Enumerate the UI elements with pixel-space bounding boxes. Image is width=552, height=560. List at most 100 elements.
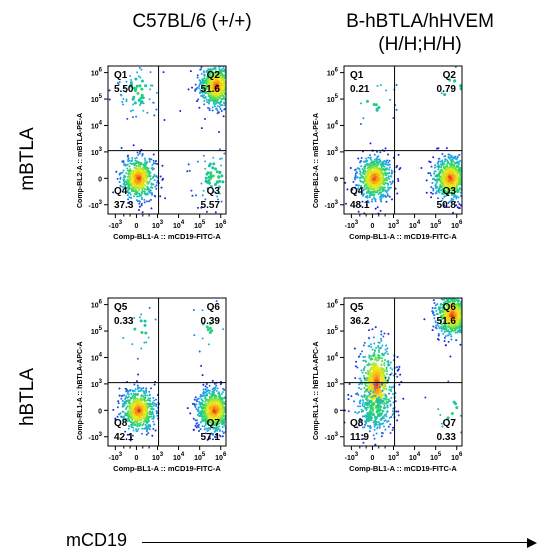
- event-dot: [453, 79, 457, 83]
- event-dot: [367, 394, 370, 397]
- event-dot: [368, 164, 371, 167]
- y-tick-label: 105: [91, 326, 103, 336]
- event-dot: [155, 403, 158, 406]
- event-dot: [214, 423, 217, 426]
- event-dot: [222, 115, 225, 118]
- event-dot: [453, 188, 456, 191]
- event-dot: [229, 75, 231, 77]
- event-dot: [150, 207, 153, 210]
- event-dot: [375, 391, 379, 395]
- event-dot: [209, 419, 212, 422]
- event-dot: [364, 379, 367, 382]
- event-dot: [435, 192, 438, 195]
- event-dot: [472, 163, 474, 165]
- event-dot: [208, 109, 211, 112]
- event-dot: [369, 357, 372, 360]
- event-dot: [357, 355, 360, 358]
- event-dot: [151, 417, 154, 420]
- event-dot: [232, 412, 234, 414]
- event-dot: [226, 323, 228, 325]
- event-dot: [135, 167, 138, 170]
- event-dot: [129, 110, 132, 113]
- event-dot: [141, 211, 144, 214]
- event-dot: [200, 182, 203, 185]
- event-dot: [217, 421, 220, 424]
- event-dot: [353, 186, 356, 189]
- event-dot: [359, 161, 361, 164]
- event-dot: [204, 160, 207, 163]
- event-dot: [463, 313, 465, 315]
- event-dot: [466, 166, 468, 168]
- event-dot: [198, 412, 201, 415]
- event-dot: [448, 163, 451, 166]
- event-dot: [131, 170, 135, 174]
- event-dot: [452, 167, 455, 170]
- event-dot: [154, 162, 157, 165]
- event-dot: [227, 412, 229, 414]
- flow-event-layer: [344, 288, 465, 446]
- event-dot: [195, 408, 198, 410]
- event-dot: [146, 415, 149, 418]
- event-dot: [131, 59, 133, 61]
- event-dot: [115, 170, 118, 173]
- event-dot: [205, 325, 209, 329]
- event-dot: [231, 426, 233, 428]
- event-dot: [431, 310, 434, 313]
- event-dot: [230, 104, 232, 106]
- event-dot: [237, 81, 239, 83]
- event-dot: [390, 415, 393, 418]
- event-dot: [382, 189, 385, 192]
- event-dot: [119, 185, 122, 188]
- event-dot: [211, 106, 214, 109]
- event-dot: [220, 68, 223, 71]
- event-dot: [362, 359, 365, 362]
- event-dot: [429, 161, 432, 164]
- event-dot: [131, 116, 134, 119]
- event-dot: [123, 394, 126, 397]
- event-dot: [218, 192, 221, 195]
- event-dot: [119, 177, 122, 180]
- event-dot: [129, 168, 132, 171]
- event-dot: [231, 78, 233, 80]
- quadrant-name: Q2: [443, 70, 457, 81]
- event-dot: [362, 189, 365, 192]
- event-dot: [387, 163, 390, 166]
- event-dot: [206, 427, 209, 430]
- event-dot: [381, 164, 384, 167]
- event-dot: [146, 399, 149, 402]
- event-dot: [124, 400, 127, 403]
- event-dot: [364, 164, 367, 167]
- event-dot: [230, 407, 232, 409]
- event-dot: [386, 159, 389, 162]
- event-dot: [373, 158, 376, 161]
- event-dot: [239, 86, 241, 88]
- event-dot: [198, 400, 201, 403]
- event-dot: [398, 365, 401, 368]
- event-dot: [437, 197, 440, 200]
- event-dot: [137, 163, 140, 166]
- event-dot: [441, 171, 444, 174]
- event-dot: [358, 383, 361, 386]
- event-dot: [218, 393, 221, 396]
- event-dot: [179, 110, 182, 113]
- event-dot: [196, 160, 199, 163]
- event-dot: [145, 341, 148, 344]
- event-dot: [463, 181, 465, 183]
- event-dot: [214, 399, 217, 402]
- event-dot: [151, 401, 154, 404]
- event-dot: [355, 360, 358, 363]
- event-dot: [207, 86, 211, 90]
- event-dot: [124, 430, 127, 433]
- event-dot: [451, 159, 454, 162]
- event-dot: [440, 199, 443, 202]
- event-dot: [218, 75, 221, 78]
- event-dot: [363, 367, 366, 370]
- event-dot: [344, 181, 347, 184]
- event-dot: [442, 288, 444, 290]
- event-dot: [188, 55, 190, 57]
- event-dot: [368, 192, 371, 195]
- event-dot: [466, 164, 468, 166]
- event-dot: [246, 104, 248, 106]
- event-dot: [213, 421, 216, 424]
- event-dot: [193, 334, 196, 337]
